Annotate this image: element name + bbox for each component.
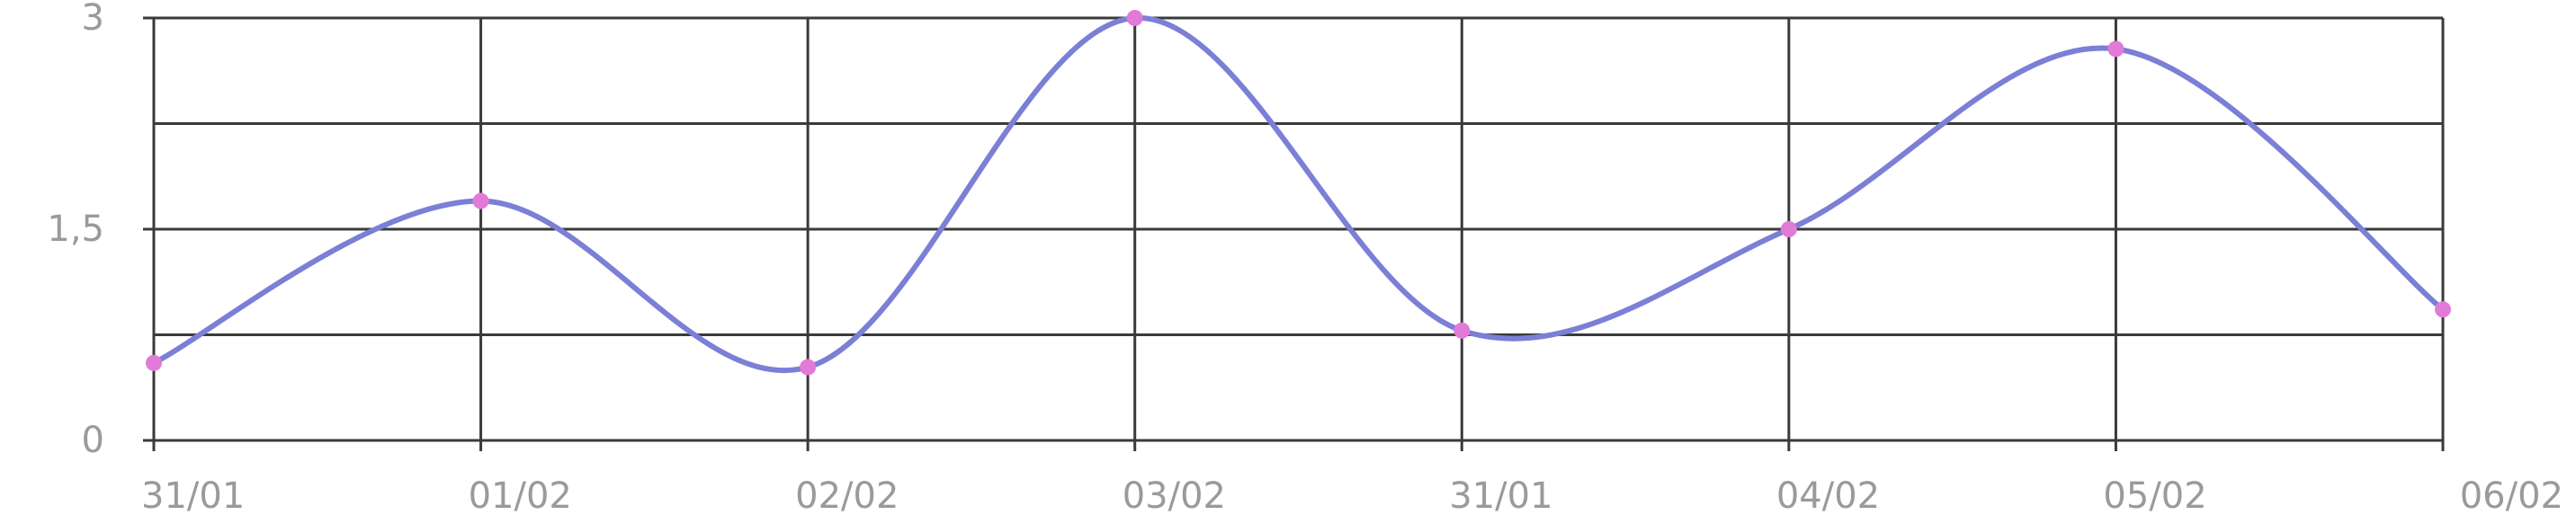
y-tick-label: 0 <box>82 420 104 461</box>
series-group <box>146 10 2451 376</box>
chart-grid <box>143 16 2445 451</box>
x-tick-label: 03/02 <box>1123 475 1226 515</box>
y-axis-ticks: 01,53 <box>47 0 104 461</box>
data-point <box>800 359 817 376</box>
x-tick-label: 31/01 <box>141 475 245 515</box>
data-point <box>472 192 489 209</box>
data-point <box>1453 322 1471 339</box>
x-tick-label: 02/02 <box>795 475 899 515</box>
x-tick-label: 05/02 <box>2103 475 2206 515</box>
data-point <box>146 354 162 371</box>
data-point <box>1126 10 1143 26</box>
data-point <box>1780 221 1797 237</box>
y-tick-label: 1,5 <box>47 209 104 250</box>
y-tick-label: 3 <box>82 0 104 39</box>
x-tick-label: 06/02 <box>2460 475 2563 515</box>
x-tick-label: 01/02 <box>469 475 572 515</box>
x-tick-label: 31/01 <box>1449 475 1552 515</box>
data-point <box>2107 40 2124 58</box>
x-tick-label: 04/02 <box>1776 475 1880 515</box>
x-axis-ticks: 31/01 01/02 02/02 03/02 31/01 04/02 05/02 06/02 <box>141 475 2563 515</box>
data-point <box>2435 301 2451 318</box>
series-line-0 <box>151 14 2446 373</box>
